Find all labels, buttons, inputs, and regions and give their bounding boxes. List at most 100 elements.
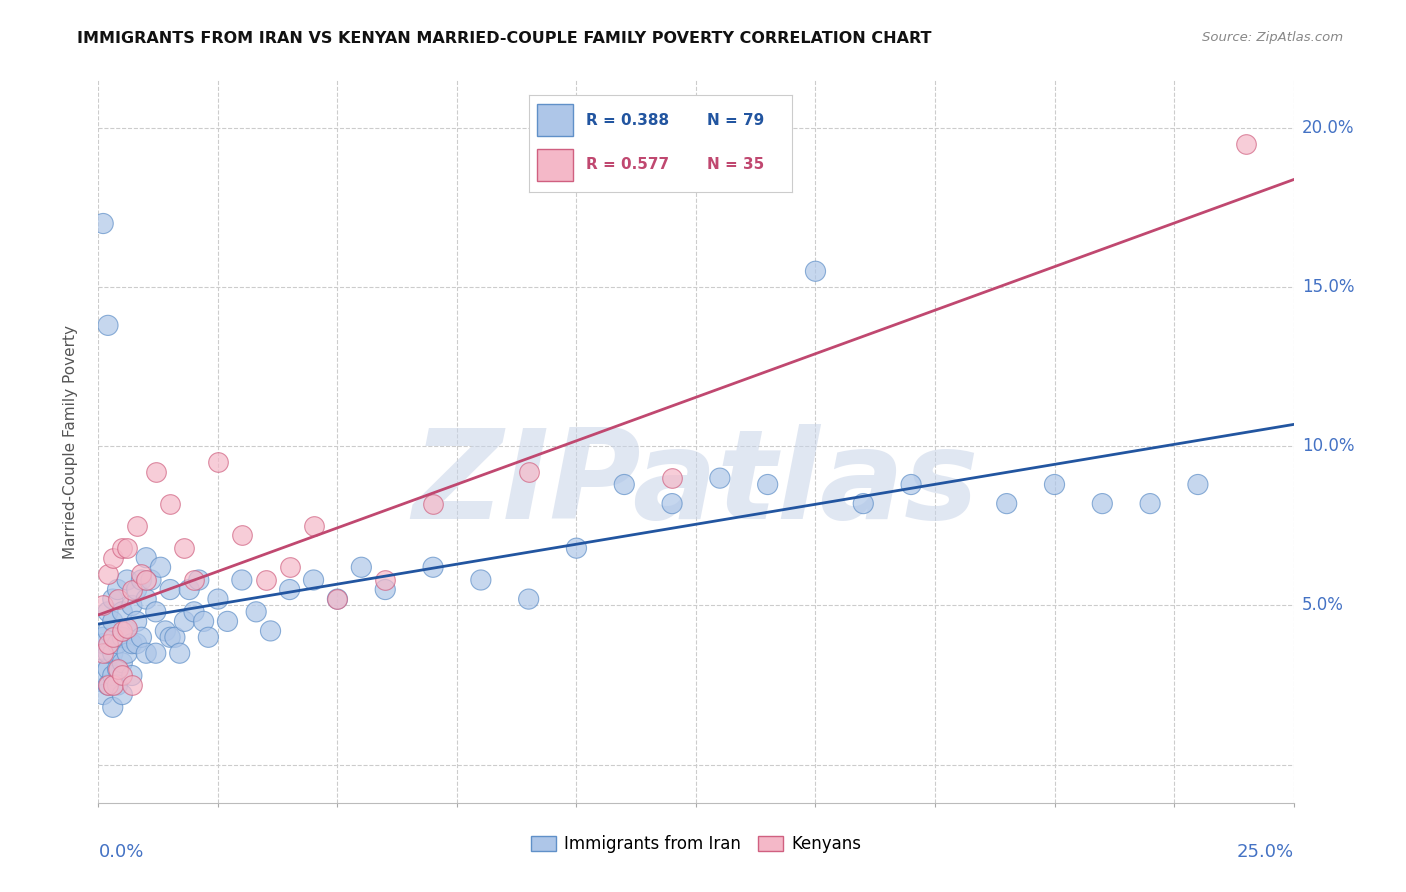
Point: [115, 621, 138, 635]
Point: [145, 465, 167, 479]
Point: [852, 497, 875, 511]
Point: [121, 582, 143, 597]
Point: [374, 573, 396, 587]
Point: [661, 497, 683, 511]
Point: [565, 541, 588, 556]
Point: [1043, 477, 1066, 491]
Point: [131, 566, 153, 581]
Point: [613, 477, 636, 491]
Point: [135, 550, 157, 565]
Point: [326, 592, 349, 607]
Point: [149, 560, 172, 574]
Point: [995, 497, 1018, 511]
Point: [159, 497, 181, 511]
Point: [135, 592, 157, 607]
Point: [97, 318, 120, 333]
Point: [91, 646, 114, 660]
Point: [125, 615, 148, 629]
Point: [197, 630, 219, 644]
Point: [217, 615, 239, 629]
Point: [97, 605, 120, 619]
Text: ZIPatlas: ZIPatlas: [413, 425, 979, 545]
Point: [173, 541, 195, 556]
Point: [278, 582, 301, 597]
Point: [207, 455, 229, 469]
Text: 25.0%: 25.0%: [1236, 843, 1294, 861]
Point: [91, 688, 114, 702]
Point: [517, 592, 540, 607]
Point: [756, 477, 779, 491]
Point: [135, 646, 157, 660]
Point: [254, 573, 277, 587]
Point: [183, 573, 205, 587]
Point: [101, 646, 124, 660]
Point: [145, 605, 167, 619]
Text: 5.0%: 5.0%: [1302, 597, 1344, 615]
Point: [125, 582, 148, 597]
Point: [1234, 136, 1257, 151]
Point: [111, 630, 134, 644]
Point: [302, 519, 325, 533]
Point: [159, 582, 181, 597]
Point: [900, 477, 922, 491]
Point: [1139, 497, 1161, 511]
Point: [107, 592, 129, 607]
Point: [97, 566, 120, 581]
Point: [163, 630, 186, 644]
Point: [661, 471, 683, 485]
Point: [179, 582, 201, 597]
Point: [193, 615, 215, 629]
Point: [101, 550, 124, 565]
Point: [97, 637, 120, 651]
Point: [326, 592, 349, 607]
Point: [169, 646, 191, 660]
Point: [97, 624, 120, 638]
Point: [107, 678, 129, 692]
Point: [107, 662, 129, 676]
Point: [101, 700, 124, 714]
Point: [231, 573, 253, 587]
Point: [278, 560, 301, 574]
Point: [125, 519, 148, 533]
Point: [111, 688, 134, 702]
Point: [121, 599, 143, 613]
Point: [107, 582, 129, 597]
Point: [1091, 497, 1114, 511]
Point: [91, 599, 114, 613]
Point: [125, 637, 148, 651]
Point: [159, 630, 181, 644]
Point: [101, 615, 124, 629]
Text: 10.0%: 10.0%: [1302, 437, 1354, 455]
Text: 20.0%: 20.0%: [1302, 119, 1354, 137]
Y-axis label: Married-Couple Family Poverty: Married-Couple Family Poverty: [63, 325, 77, 558]
Point: [97, 662, 120, 676]
Text: IMMIGRANTS FROM IRAN VS KENYAN MARRIED-COUPLE FAMILY POVERTY CORRELATION CHART: IMMIGRANTS FROM IRAN VS KENYAN MARRIED-C…: [77, 31, 932, 46]
Point: [131, 573, 153, 587]
Point: [121, 668, 143, 682]
Point: [111, 624, 134, 638]
Point: [101, 592, 124, 607]
Point: [709, 471, 731, 485]
Point: [145, 646, 167, 660]
Point: [91, 637, 114, 651]
Point: [121, 678, 143, 692]
Point: [115, 624, 138, 638]
Point: [470, 573, 492, 587]
Text: 0.0%: 0.0%: [98, 843, 143, 861]
Legend: Immigrants from Iran, Kenyans: Immigrants from Iran, Kenyans: [524, 828, 868, 860]
Point: [111, 605, 134, 619]
Point: [207, 592, 229, 607]
Text: Source: ZipAtlas.com: Source: ZipAtlas.com: [1202, 31, 1343, 45]
Point: [350, 560, 373, 574]
Point: [231, 528, 253, 542]
Point: [422, 560, 444, 574]
Point: [107, 637, 129, 651]
Point: [374, 582, 396, 597]
Point: [131, 630, 153, 644]
Point: [111, 541, 134, 556]
Point: [1187, 477, 1209, 491]
Point: [245, 605, 267, 619]
Point: [804, 264, 827, 278]
Point: [139, 573, 162, 587]
Point: [115, 573, 138, 587]
